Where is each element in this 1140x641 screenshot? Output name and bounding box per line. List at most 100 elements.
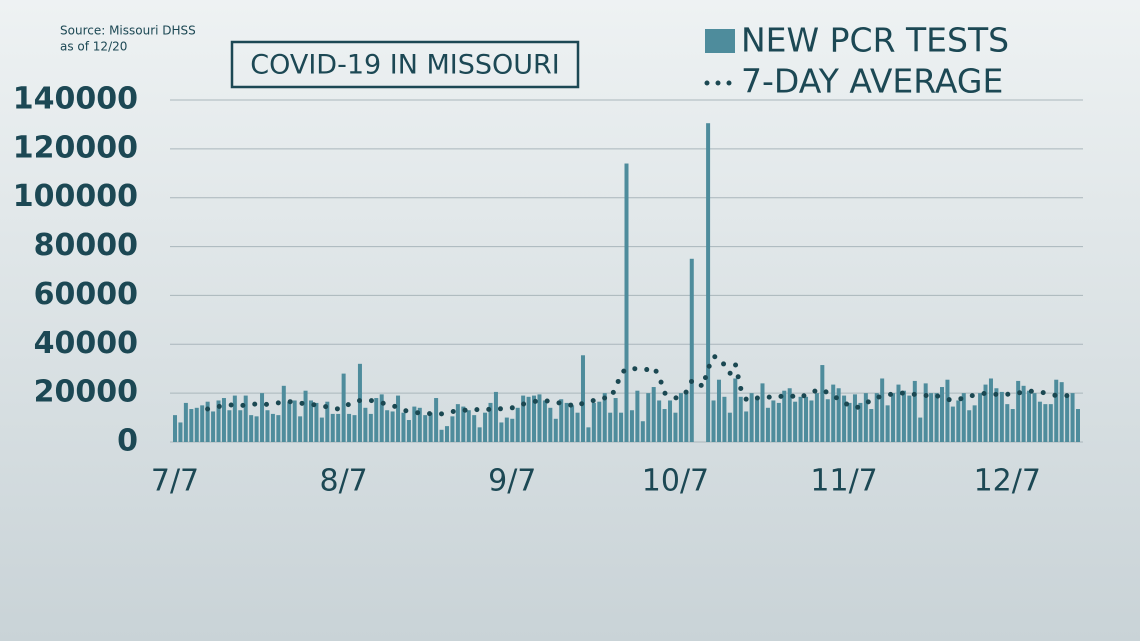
bar [341, 373, 346, 442]
bar [336, 413, 341, 442]
bar [635, 390, 640, 442]
bar [689, 258, 694, 442]
bar [330, 413, 335, 442]
bar [303, 390, 308, 442]
bar [591, 402, 596, 442]
bar [727, 412, 732, 442]
bar [934, 393, 939, 442]
bar [227, 410, 232, 442]
bar [994, 388, 999, 442]
bar [504, 417, 509, 442]
bar [956, 400, 961, 442]
bar [880, 378, 885, 442]
bar [787, 388, 792, 442]
bar [978, 393, 983, 442]
bar [901, 390, 906, 442]
bar [1010, 409, 1015, 442]
bar [537, 394, 542, 442]
x-tick-label: 7/7 [151, 464, 199, 499]
legend-label: NEW PCR TESTS [741, 21, 1009, 60]
bar [1043, 404, 1048, 442]
bar [646, 393, 651, 442]
bar [706, 123, 711, 442]
bar [412, 406, 417, 442]
bar [352, 415, 357, 442]
bar [831, 384, 836, 442]
bar [657, 400, 662, 442]
bar [221, 398, 226, 442]
bar [417, 407, 422, 442]
y-tick-label: 80000 [34, 228, 138, 263]
bar [363, 407, 368, 442]
bar [205, 401, 210, 442]
bar [189, 409, 194, 442]
bar [597, 401, 602, 442]
bar [183, 402, 188, 442]
bar [510, 418, 515, 442]
bar [564, 402, 569, 442]
bar [298, 416, 303, 442]
bar [559, 399, 564, 442]
x-tick-label: 10/7 [642, 464, 709, 499]
y-tick-label: 0 [117, 424, 138, 459]
bar [929, 393, 934, 442]
bar [450, 416, 455, 442]
bar [461, 406, 466, 442]
bar [368, 413, 373, 442]
bar [858, 402, 863, 442]
bar [570, 405, 575, 442]
x-tick-label: 9/7 [488, 464, 536, 499]
bar [254, 416, 259, 442]
bar [1032, 393, 1037, 442]
bar [972, 405, 977, 442]
bar [722, 396, 727, 442]
bar [477, 427, 482, 442]
bar [1027, 390, 1032, 442]
bar [580, 355, 585, 442]
bar [668, 400, 673, 442]
bar [782, 390, 787, 442]
bar [619, 412, 624, 442]
bar [314, 402, 319, 442]
bar [194, 407, 199, 442]
bar [232, 395, 237, 442]
bar [472, 415, 477, 442]
bar [379, 394, 384, 442]
bar [744, 411, 749, 442]
source-date: as of 12/20 [60, 40, 127, 54]
bar [847, 402, 852, 442]
bar [896, 384, 901, 442]
bar [439, 429, 444, 442]
bar [374, 398, 379, 442]
bar [423, 415, 428, 442]
bar [455, 404, 460, 442]
bar [493, 391, 498, 442]
bar [755, 396, 760, 442]
bar [640, 421, 645, 442]
legend-swatch [705, 29, 735, 53]
bar [243, 395, 248, 442]
bar [249, 415, 254, 442]
bar [967, 410, 972, 442]
y-tick-label: 60000 [34, 277, 138, 312]
bar [553, 418, 558, 442]
title-box [230, 40, 580, 89]
bar [940, 387, 945, 442]
bar [809, 400, 814, 442]
bar [891, 393, 896, 442]
bar [961, 393, 966, 442]
bar [804, 396, 809, 442]
bar [874, 393, 879, 442]
bar [776, 402, 781, 442]
bar [173, 415, 177, 442]
bar [406, 420, 411, 442]
bar [319, 417, 324, 442]
bar [651, 387, 656, 442]
y-tick-label: 100000 [13, 179, 138, 214]
y-tick-label: 40000 [34, 326, 138, 361]
bar [945, 379, 950, 442]
bar [526, 396, 531, 442]
bar [1037, 401, 1042, 442]
bar [276, 415, 281, 442]
